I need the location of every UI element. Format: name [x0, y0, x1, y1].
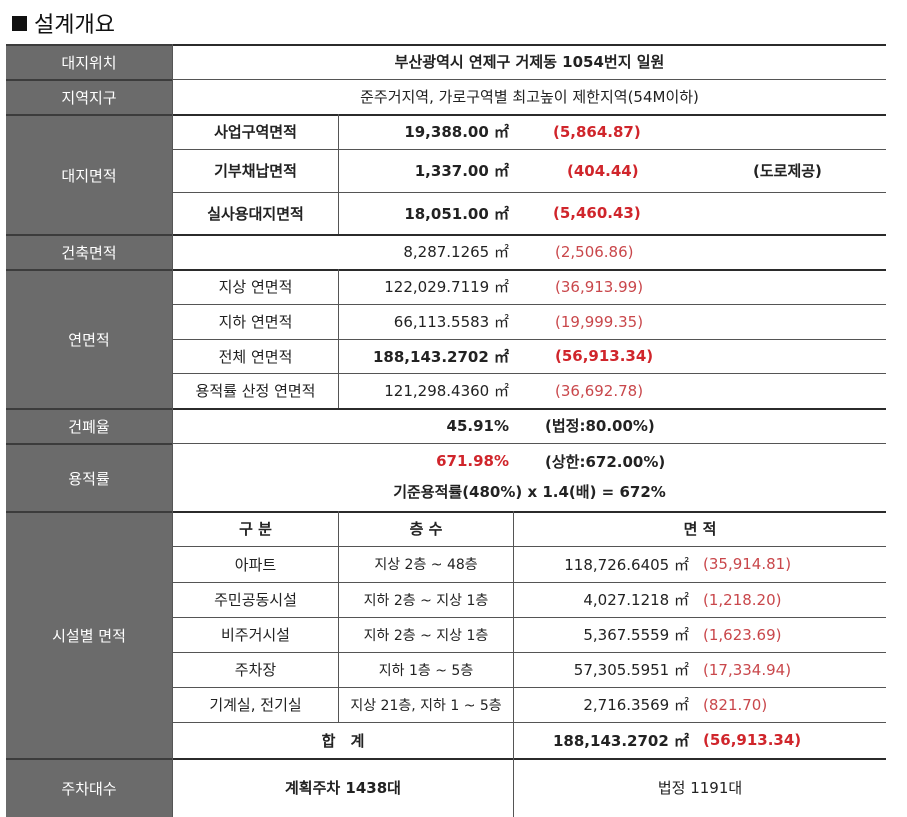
parking-planned: 계획주차 1438대 — [285, 779, 401, 797]
site-area-value: 19,388.00 ㎡ — [404, 123, 509, 141]
facility-header-floors: 층 수 — [409, 520, 443, 538]
rule — [172, 408, 886, 410]
facility-total-pyeong: (56,913.34) — [703, 731, 802, 749]
site-area-pyeong: (5,460.43) — [553, 204, 641, 222]
building-area-pyeong: (2,506.86) — [555, 242, 634, 261]
facility-header-area: 면 적 — [683, 520, 717, 538]
label-site-area: 대지면적 — [6, 114, 172, 234]
floor-area-pyeong: (36,692.78) — [555, 381, 644, 400]
facility-total-label: 합 계 — [321, 731, 365, 750]
rule — [172, 339, 886, 340]
label-facilities: 시설별 면적 — [6, 511, 172, 758]
facility-area: 5,367.5559 ㎡ — [583, 626, 689, 644]
site-area-pyeong: (5,864.87) — [553, 122, 641, 141]
floor-area-pyeong: (36,913.99) — [555, 277, 644, 296]
floor-area-value: 188,143.2702 ㎡ — [373, 347, 509, 366]
facility-type: 주차장 — [234, 661, 277, 679]
label-far: 용적률 — [6, 443, 172, 511]
site-area-name: 기부채납면적 — [214, 162, 297, 180]
site-area-pyeong: (404.44) — [567, 161, 639, 180]
facility-type: 주민공동시설 — [214, 591, 297, 609]
floor-area-pyeong: (56,913.34) — [555, 347, 654, 365]
rule — [172, 687, 886, 688]
facility-pyeong: (821.70) — [703, 695, 768, 714]
label-parking: 주차대수 — [6, 758, 172, 817]
site-area-value: 18,051.00 ㎡ — [404, 204, 509, 223]
floor-area-name: 지상 연면적 — [218, 278, 293, 296]
facility-total-area: 188,143.2702 ㎡ — [553, 731, 689, 750]
facility-floors: 지상 2층 ~ 48층 — [374, 557, 478, 573]
facility-area: 57,305.5951 ㎡ — [573, 661, 689, 679]
column-divider — [513, 511, 514, 817]
floor-area-name: 지하 연면적 — [218, 313, 293, 331]
floor-area-value: 121,298.4360 ㎡ — [384, 382, 509, 400]
facility-pyeong: (35,914.81) — [703, 555, 792, 573]
floor-area-pyeong: (19,999.35) — [555, 312, 644, 331]
site-area-value: 1,337.00 ㎡ — [414, 162, 509, 180]
facility-pyeong: (1,623.69) — [703, 625, 782, 644]
coverage-value: 45.91% — [446, 416, 509, 435]
facility-type: 아파트 — [234, 555, 277, 574]
floor-area-value: 66,113.5583 ㎡ — [393, 313, 509, 331]
section-title: 설계개요 — [34, 13, 115, 38]
label-coverage: 건폐율 — [6, 408, 172, 443]
floor-area-name: 전체 연면적 — [218, 347, 293, 366]
rule — [172, 269, 886, 271]
section-heading: 설계개요 — [12, 8, 115, 38]
label-floor-area: 연면적 — [6, 269, 172, 408]
parking-legal: 법정 1191대 — [657, 779, 743, 797]
site-area-name: 실사용대지면적 — [207, 204, 304, 223]
site-location-value: 부산광역시 연제구 거제동 1054번지 일원 — [394, 53, 665, 71]
facility-type: 기계실, 전기실 — [209, 696, 302, 714]
rule — [172, 617, 886, 618]
facility-type: 비주거시설 — [220, 626, 290, 644]
facility-area: 118,726.6405 ㎡ — [564, 555, 689, 574]
rule — [172, 373, 886, 374]
facility-floors: 지상 21층, 지하 1 ~ 5층 — [350, 697, 502, 714]
far-value: 671.98% — [436, 452, 509, 470]
rule — [172, 546, 886, 547]
facility-area: 2,716.3569 ㎡ — [583, 696, 689, 714]
rule — [172, 652, 886, 653]
column-divider — [338, 114, 339, 234]
rule — [172, 722, 886, 723]
rule — [172, 149, 886, 150]
column-divider — [338, 511, 339, 722]
rule — [172, 192, 886, 193]
facility-pyeong: (1,218.20) — [703, 590, 782, 609]
rule — [172, 511, 886, 513]
rule — [172, 582, 886, 583]
rule — [172, 234, 886, 236]
facility-floors: 지하 1층 ~ 5층 — [378, 662, 474, 679]
far-formula: 기준용적률(480%) x 1.4(배) = 672% — [393, 482, 666, 501]
far-limit: (상한:672.00%) — [545, 452, 666, 471]
column-divider — [338, 269, 339, 408]
floor-area-name: 용적률 산정 연면적 — [195, 382, 316, 400]
rule — [172, 304, 886, 305]
rule — [172, 443, 886, 444]
rule — [172, 114, 886, 116]
rule — [172, 758, 886, 760]
building-area-value: 8,287.1265 ㎡ — [403, 243, 509, 261]
black-square-icon — [12, 15, 27, 31]
rule — [172, 79, 886, 80]
facility-floors: 지하 2층 ~ 지상 1층 — [363, 627, 489, 644]
site-area-note: (도로제공) — [753, 162, 822, 180]
label-zoning: 지역지구 — [6, 79, 172, 114]
floor-area-value: 122,029.7119 ㎡ — [384, 278, 509, 296]
facility-floors: 지하 2층 ~ 지상 1층 — [363, 592, 489, 609]
rule — [172, 44, 886, 46]
facility-pyeong: (17,334.94) — [703, 660, 792, 679]
zoning-value: 준주거지역, 가로구역별 최고높이 제한지역(54M이하) — [360, 88, 699, 106]
label-building-area: 건축면적 — [6, 234, 172, 269]
site-area-name: 사업구역면적 — [214, 123, 297, 141]
coverage-legal: (법정:80.00%) — [545, 417, 655, 435]
label-site-location: 대지위치 — [6, 44, 172, 79]
facility-area: 4,027.1218 ㎡ — [583, 591, 689, 609]
facility-header-type: 구 분 — [239, 520, 272, 538]
column-divider — [172, 44, 173, 817]
